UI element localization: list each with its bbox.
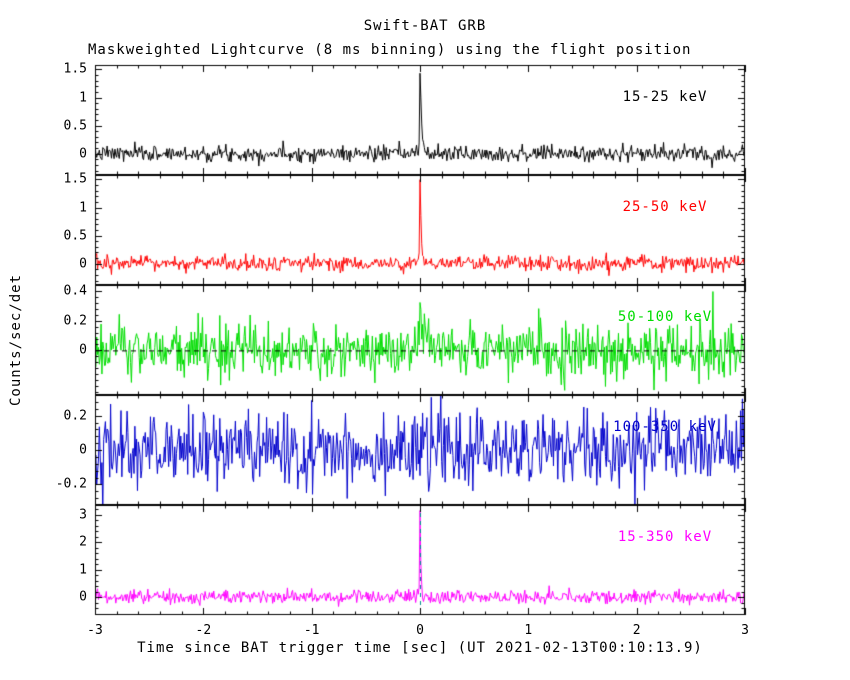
x-tick-label: 3: [741, 623, 749, 638]
y-tick-label: 1: [79, 200, 87, 216]
y-tick-label: 0: [79, 256, 87, 272]
chart-subtitle: Maskweighted Lightcurve (8 ms binning) u…: [88, 42, 692, 58]
x-tick-label: -3: [87, 623, 103, 638]
y-axis-label: Counts/sec/det: [8, 273, 24, 407]
y-tick-label: 0: [79, 589, 87, 605]
y-tick-label: 0: [79, 342, 87, 358]
y-tick-label: 0.5: [63, 118, 87, 134]
y-tick-label: 1.5: [63, 61, 87, 77]
y-tick-label: 0: [79, 146, 87, 162]
y-tick-label: 3: [79, 507, 87, 523]
x-axis-label: Time since BAT trigger time [sec] (UT 20…: [137, 640, 703, 656]
x-tick-label: 1: [524, 623, 533, 638]
chart-title: Swift-BAT GRB: [363, 18, 487, 34]
x-tick-label: 0: [416, 623, 424, 638]
x-tick-label: -2: [195, 623, 212, 638]
energy-band-label: 15-25 keV: [622, 89, 708, 105]
y-tick-label: -0.2: [55, 476, 87, 492]
y-tick-label: 0: [79, 442, 87, 458]
y-tick-label: 0.5: [63, 228, 87, 244]
energy-band-label: 50-100 keV: [617, 309, 713, 325]
y-tick-label: 0.4: [63, 283, 87, 299]
y-tick-label: 0.2: [63, 313, 87, 329]
energy-band-label: 25-50 keV: [622, 199, 708, 215]
x-tick-label: -1: [303, 623, 320, 638]
energy-band-label: 15-350 keV: [617, 529, 713, 545]
y-tick-label: 1.5: [63, 171, 87, 187]
y-tick-label: 1: [79, 90, 87, 106]
y-tick-label: 2: [79, 534, 87, 550]
energy-band-label: 100-350 keV: [613, 419, 717, 435]
y-tick-label: 0.2: [63, 408, 87, 424]
x-tick-label: 2: [632, 623, 641, 638]
y-tick-label: 1: [79, 562, 87, 578]
